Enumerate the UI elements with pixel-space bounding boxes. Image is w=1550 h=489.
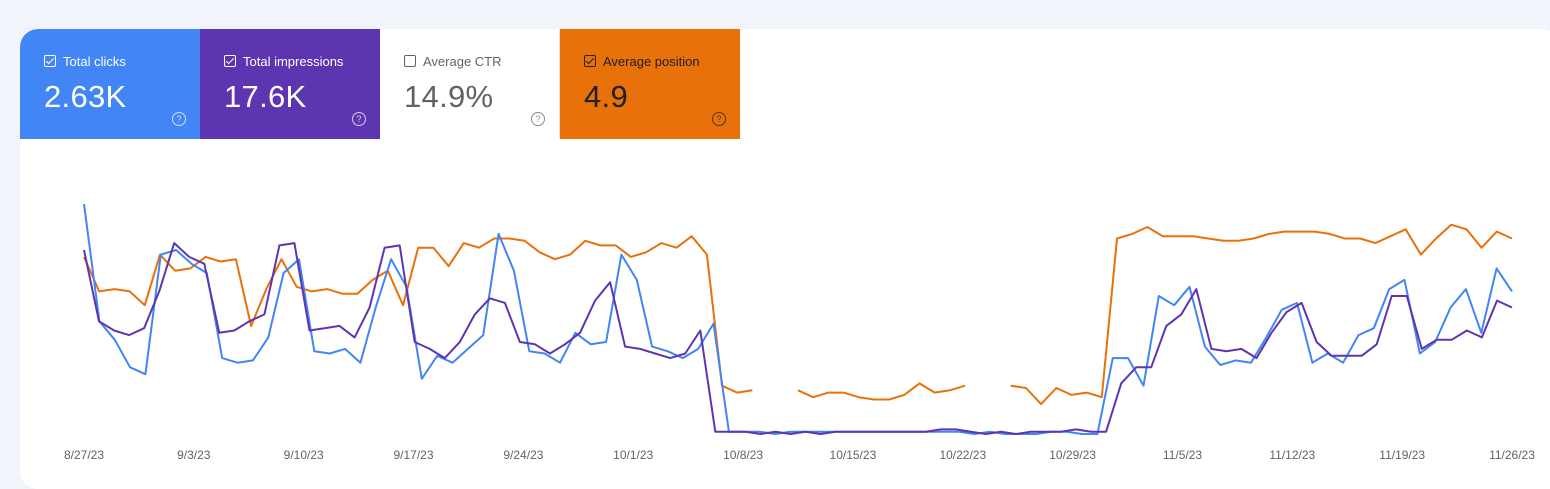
total-clicks-value: 2.63K: [44, 79, 127, 114]
average-position-tile[interactable]: Average position 4.9 ?: [560, 29, 740, 139]
average-ctr-value: 14.9%: [404, 79, 494, 114]
series-line-average-position-0: [83, 235, 753, 394]
total-clicks-tile[interactable]: Total clicks 2.63K ?: [20, 29, 200, 139]
x-tick-label: 10/1/23: [613, 448, 653, 462]
series-layer: [83, 203, 1513, 435]
average-position-header: Average position: [584, 53, 740, 69]
series-line-average-position-2: [1010, 223, 1513, 406]
x-tick-label: 8/27/23: [64, 448, 104, 462]
average-ctr-tile[interactable]: Average CTR 14.9% ?: [380, 29, 560, 139]
series-line-total-clicks-0: [83, 203, 1513, 435]
question-circle-icon[interactable]: ?: [352, 112, 366, 126]
performance-card: Total clicks 2.63K ? Total impressions 1…: [20, 29, 1550, 489]
x-axis-ticks: 8/27/23 9/3/23 9/10/23 9/17/23 9/24/23 10/1/2…: [64, 448, 1535, 462]
x-tick-label: 11/12/23: [1269, 448, 1315, 462]
question-circle-icon[interactable]: ?: [712, 112, 726, 126]
total-impressions-checkbox[interactable]: [224, 55, 236, 67]
x-tick-label: 9/17/23: [393, 448, 433, 462]
x-tick-label: 11/5/23: [1163, 448, 1202, 462]
average-ctr-checkbox[interactable]: [404, 55, 416, 67]
x-tick-label: 9/3/23: [177, 448, 211, 462]
x-tick-label: 10/22/23: [939, 448, 986, 462]
total-impressions-header: Total impressions: [224, 53, 380, 69]
total-impressions-tile[interactable]: Total impressions 17.6K ?: [200, 29, 380, 139]
average-ctr-header: Average CTR: [404, 53, 559, 69]
performance-line-chart[interactable]: 8/27/23 9/3/23 9/10/23 9/17/23 9/24/23 10/1/2…: [20, 29, 1550, 481]
average-position-label: Average position: [603, 53, 700, 69]
question-circle-icon[interactable]: ?: [531, 112, 545, 126]
total-impressions-value: 17.6K: [224, 79, 307, 114]
x-tick-label: 10/15/23: [830, 448, 877, 462]
x-tick-label: 10/8/23: [723, 448, 763, 462]
total-impressions-label: Total impressions: [243, 53, 344, 69]
x-tick-label: 10/29/23: [1049, 448, 1096, 462]
total-clicks-checkbox[interactable]: [44, 55, 56, 67]
x-tick-label: 11/26/23: [1489, 448, 1535, 462]
average-position-value: 4.9: [584, 79, 628, 114]
total-clicks-header: Total clicks: [44, 53, 200, 69]
x-tick-label: 9/24/23: [503, 448, 543, 462]
question-circle-icon[interactable]: ?: [172, 112, 186, 126]
x-tick-label: 11/19/23: [1379, 448, 1425, 462]
series-line-average-position-1: [797, 382, 966, 401]
total-clicks-label: Total clicks: [63, 53, 126, 69]
average-position-checkbox[interactable]: [584, 55, 596, 67]
series-line-total-impressions-0: [83, 242, 1513, 435]
metric-tiles: Total clicks 2.63K ? Total impressions 1…: [20, 29, 740, 139]
x-tick-label: 9/10/23: [284, 448, 324, 462]
average-ctr-label: Average CTR: [423, 53, 502, 69]
